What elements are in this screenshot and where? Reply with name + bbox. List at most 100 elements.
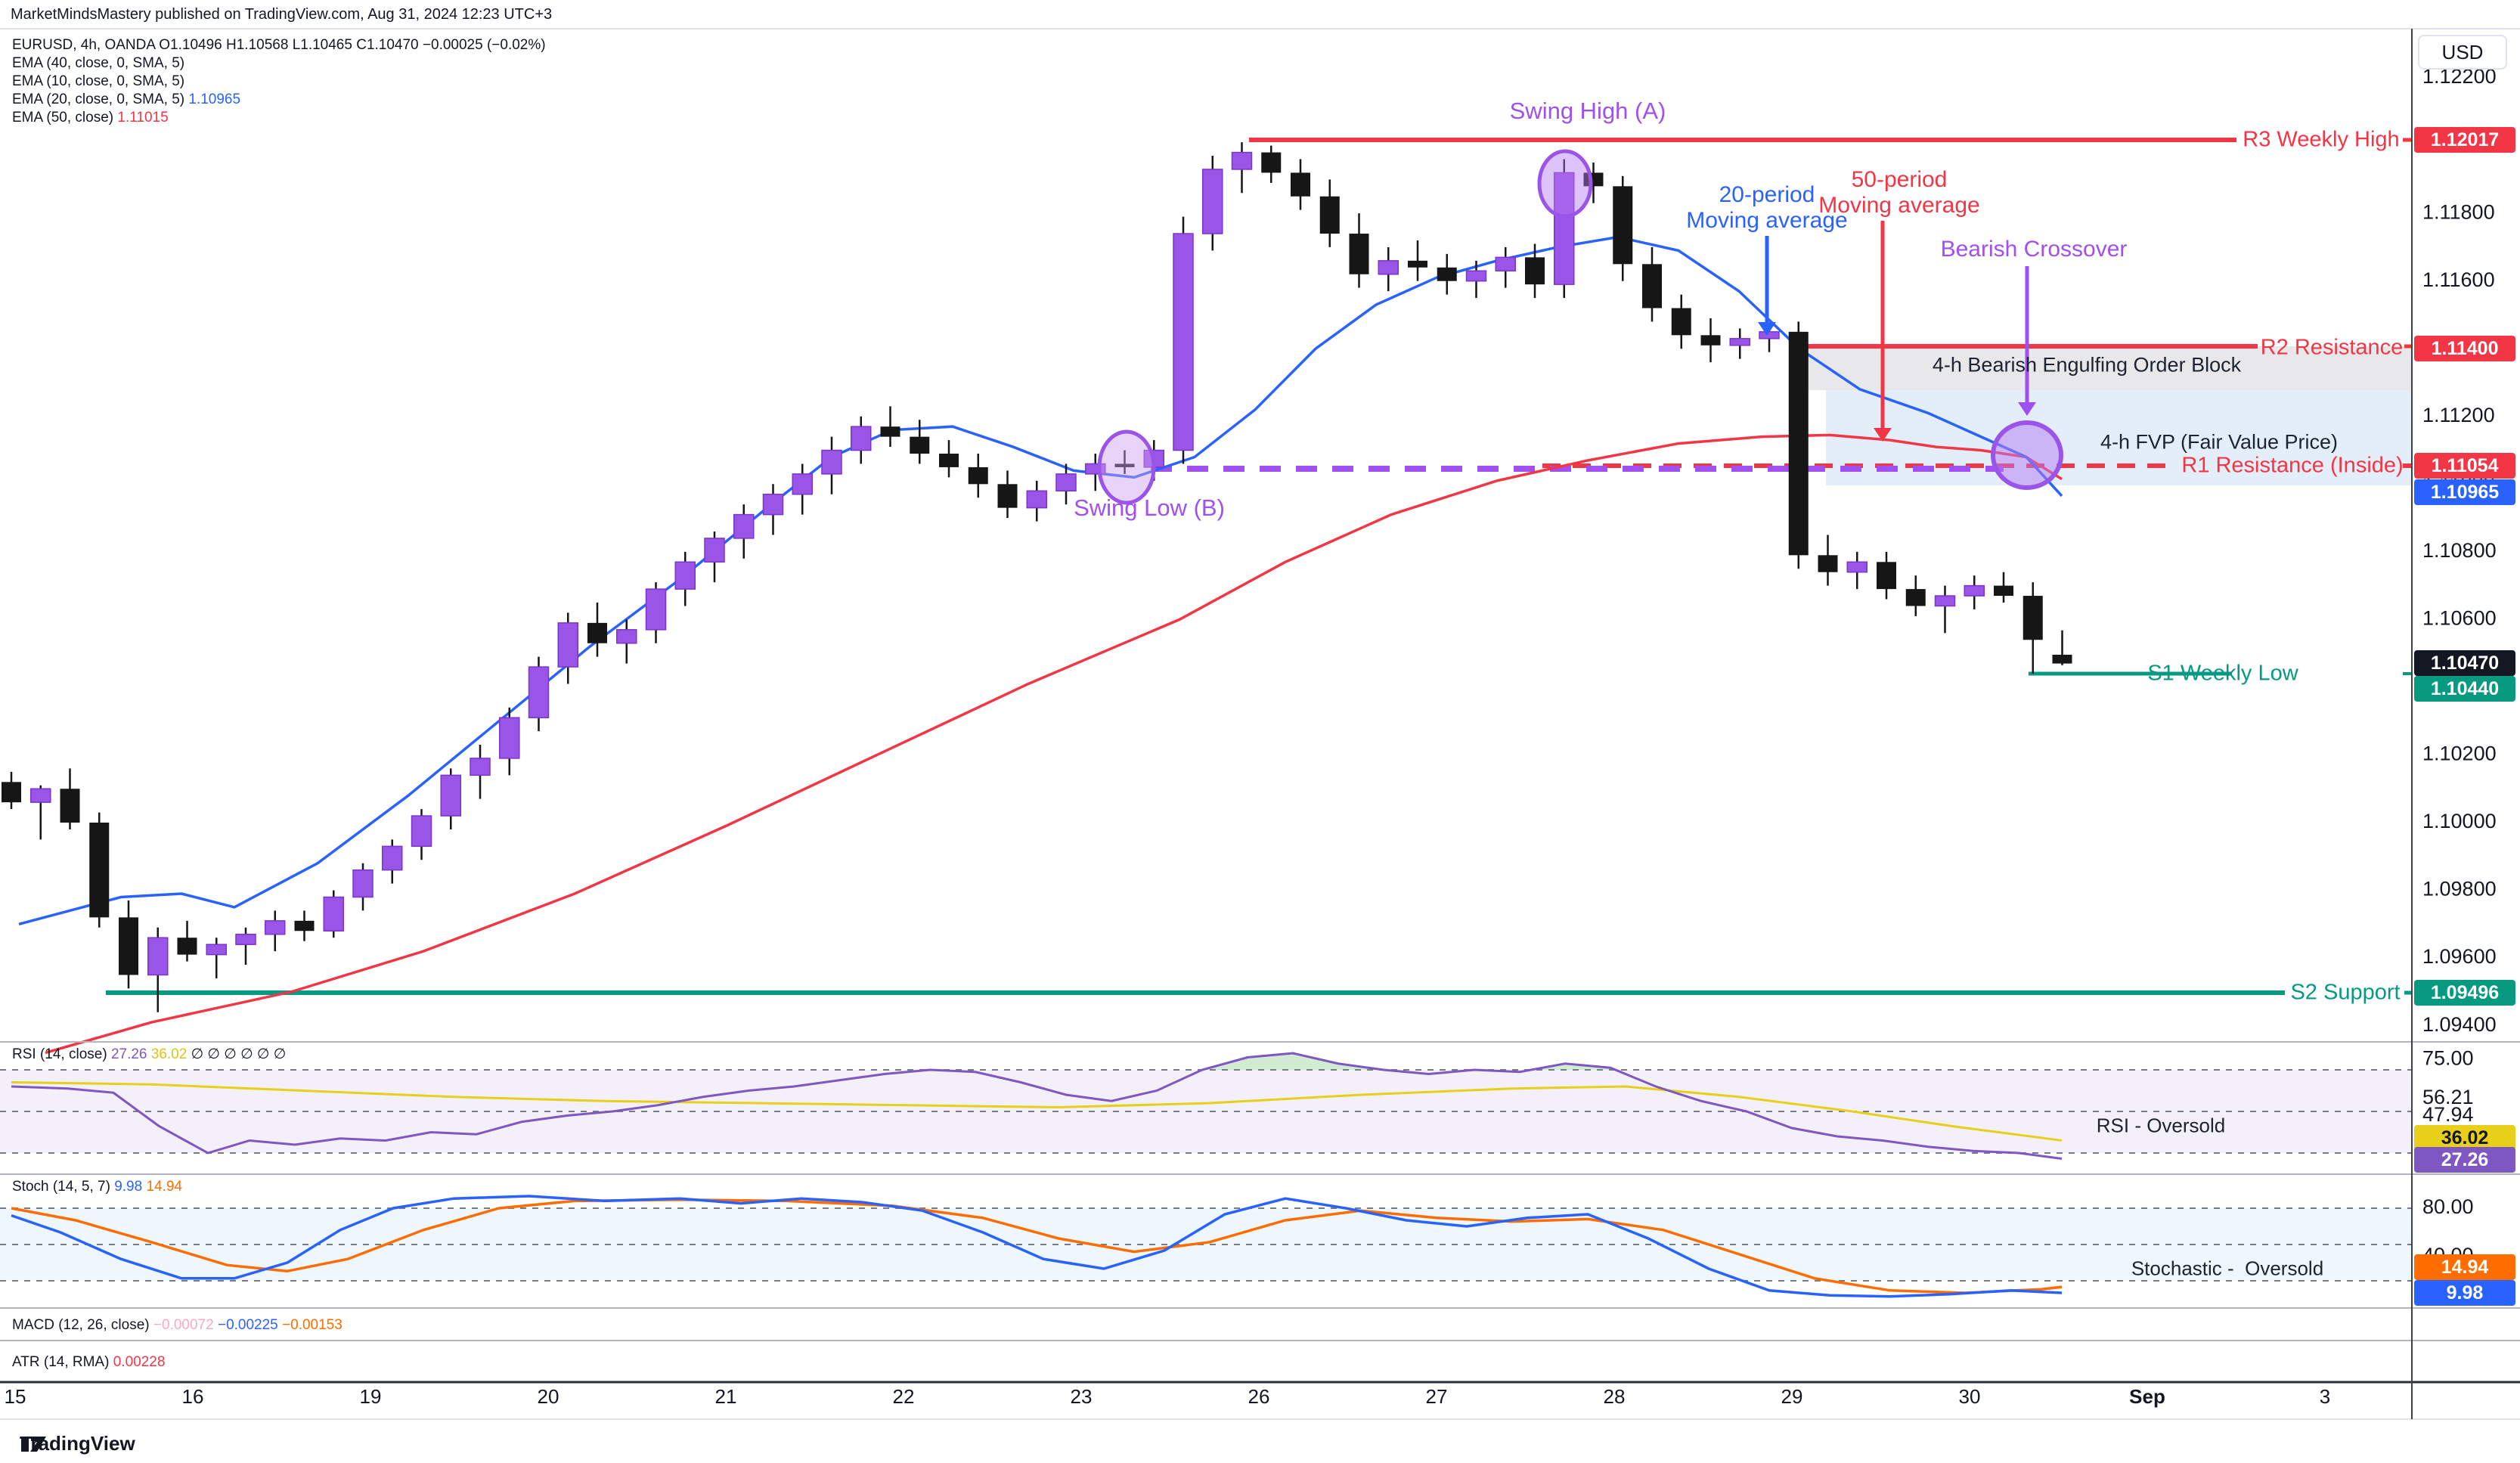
time-tick[interactable]: 29 <box>1781 1385 1803 1408</box>
r3-label[interactable]: R3 Weekly High <box>2243 127 2400 152</box>
candle <box>30 788 51 803</box>
candle <box>880 426 900 437</box>
s1-label[interactable]: S1 Weekly Low <box>2147 661 2298 686</box>
time-tick[interactable]: 22 <box>893 1385 915 1408</box>
time-tick[interactable]: 21 <box>715 1385 737 1408</box>
stoch-legend[interactable]: Stoch (14, 5, 7) 9.98 14.94 <box>12 1179 182 1195</box>
candle <box>1055 473 1077 492</box>
price-badge: 27.26 <box>2414 1147 2515 1173</box>
price-badge: 9.98 <box>2414 1280 2515 1306</box>
candle <box>997 484 1018 508</box>
candle <box>910 436 930 454</box>
time-tick[interactable]: 27 <box>1426 1385 1448 1408</box>
candle <box>1202 169 1223 234</box>
fvp-label[interactable]: 4-h FVP (Fair Value Price) <box>2100 430 2339 454</box>
candle <box>968 466 988 485</box>
svg-text:1.11600: 1.11600 <box>2422 268 2495 291</box>
currency-button[interactable]: USD <box>2418 35 2507 70</box>
svg-text:1.10800: 1.10800 <box>2422 539 2497 562</box>
candle <box>792 473 813 495</box>
svg-text:47.94: 47.94 <box>2422 1103 2474 1126</box>
candle <box>1905 589 1926 606</box>
candle <box>499 717 520 759</box>
candle <box>440 774 461 817</box>
candle <box>1994 585 2013 597</box>
candle <box>2052 654 2072 664</box>
swing-high-label[interactable]: Swing High (A) <box>1509 98 1666 124</box>
time-tick[interactable]: 16 <box>182 1385 204 1408</box>
atr-legend[interactable]: ATR (14, RMA) 0.00228 <box>12 1354 166 1370</box>
candle <box>1319 196 1340 234</box>
swing-low-ellipse <box>1097 429 1156 505</box>
macd-legend[interactable]: MACD (12, 26, close) −0.00072 −0.00225 −… <box>12 1317 343 1333</box>
rsi-oversold-label: RSI - Oversold <box>2096 1114 2226 1137</box>
svg-text:80.00: 80.00 <box>2422 1195 2474 1218</box>
rsi-legend[interactable]: RSI (14, close) 27.26 36.02 ∅ ∅ ∅ ∅ ∅ ∅ <box>12 1046 287 1062</box>
ema50-row[interactable]: EMA (50, close) 1.11015 <box>12 110 169 126</box>
time-tick[interactable]: 3 <box>2320 1385 2330 1408</box>
candle <box>470 758 491 776</box>
candle <box>939 454 959 467</box>
candle <box>1114 463 1135 467</box>
candle <box>1877 562 1896 590</box>
ma50-label-line1[interactable]: 50-period <box>1851 167 1948 192</box>
time-tick[interactable]: 28 <box>1604 1385 1626 1408</box>
time-tick[interactable]: 26 <box>1248 1385 1270 1408</box>
candle <box>1261 152 1282 173</box>
ma20-label-line1[interactable]: 20-period <box>1719 182 1815 207</box>
footer[interactable]: TradingView <box>20 1432 135 1455</box>
ma20-label-line2[interactable]: Moving average <box>1686 208 1848 233</box>
candle <box>177 938 197 955</box>
svg-text:1.10200: 1.10200 <box>2422 742 2497 765</box>
svg-text:1.09800: 1.09800 <box>2422 878 2497 900</box>
candle <box>1613 186 1633 265</box>
main-legend[interactable]: EURUSD, 4h, OANDA O1.10496 H1.10568 L1.1… <box>12 36 546 127</box>
price-badge: 14.94 <box>2414 1254 2515 1280</box>
ema20-row[interactable]: EMA (20, close, 0, SMA, 5) 1.10965 <box>12 91 241 107</box>
r2-label[interactable]: R2 Resistance <box>2260 335 2404 360</box>
candle <box>1788 331 1809 556</box>
candle <box>1671 308 1691 336</box>
candle <box>89 823 110 918</box>
candle <box>382 845 403 871</box>
time-tick[interactable]: 19 <box>360 1385 382 1408</box>
s2-label[interactable]: S2 Support <box>2290 980 2401 1005</box>
time-tick[interactable]: Sep <box>2129 1385 2165 1408</box>
candle <box>587 622 607 643</box>
ma50-label-line2[interactable]: Moving average <box>1818 193 1980 218</box>
time-tick[interactable]: 30 <box>1959 1385 1981 1408</box>
price-badge: 1.10440 <box>2414 676 2515 702</box>
ema40-row[interactable]: EMA (40, close, 0, SMA, 5) <box>12 55 185 71</box>
candle <box>1964 584 1985 597</box>
crossover-ellipse <box>1991 420 2063 490</box>
published-header: MarketMindsMastery published on TradingV… <box>11 6 553 23</box>
candle <box>1642 264 1662 308</box>
candle <box>1378 260 1399 275</box>
candle <box>119 917 138 975</box>
candle <box>1437 267 1457 281</box>
time-tick[interactable]: 23 <box>1071 1385 1093 1408</box>
candle <box>645 588 667 631</box>
bearish-crossover-label[interactable]: Bearish Crossover <box>1940 237 2128 262</box>
candle <box>674 561 696 590</box>
candle <box>2 782 21 803</box>
price-badge: 1.09496 <box>2414 980 2515 1006</box>
order-block-label[interactable]: 4-h Bearish Engulfing Order Block <box>1932 353 2242 377</box>
r1-label[interactable]: R1 Resistance (Inside) <box>2181 453 2404 478</box>
price-badge: 1.10470 <box>2414 650 2515 676</box>
ema10-row[interactable]: EMA (10, close, 0, SMA, 5) <box>12 73 185 89</box>
swing-low-label[interactable]: Swing Low (B) <box>1074 494 1225 521</box>
time-tick[interactable]: 20 <box>538 1385 559 1408</box>
time-tick[interactable]: 15 <box>5 1385 26 1408</box>
symbol-row[interactable]: EURUSD, 4h, OANDA O1.10496 H1.10568 L1.1… <box>12 37 546 53</box>
candle <box>1291 172 1310 197</box>
candle <box>206 944 227 956</box>
candle <box>1934 595 1956 607</box>
price-badge: 1.10965 <box>2414 479 2515 505</box>
candle <box>1700 335 1721 346</box>
tradingview-logo-icon <box>21 1437 46 1452</box>
price-badge: 1.12017 <box>2414 127 2515 153</box>
candle <box>235 934 256 945</box>
